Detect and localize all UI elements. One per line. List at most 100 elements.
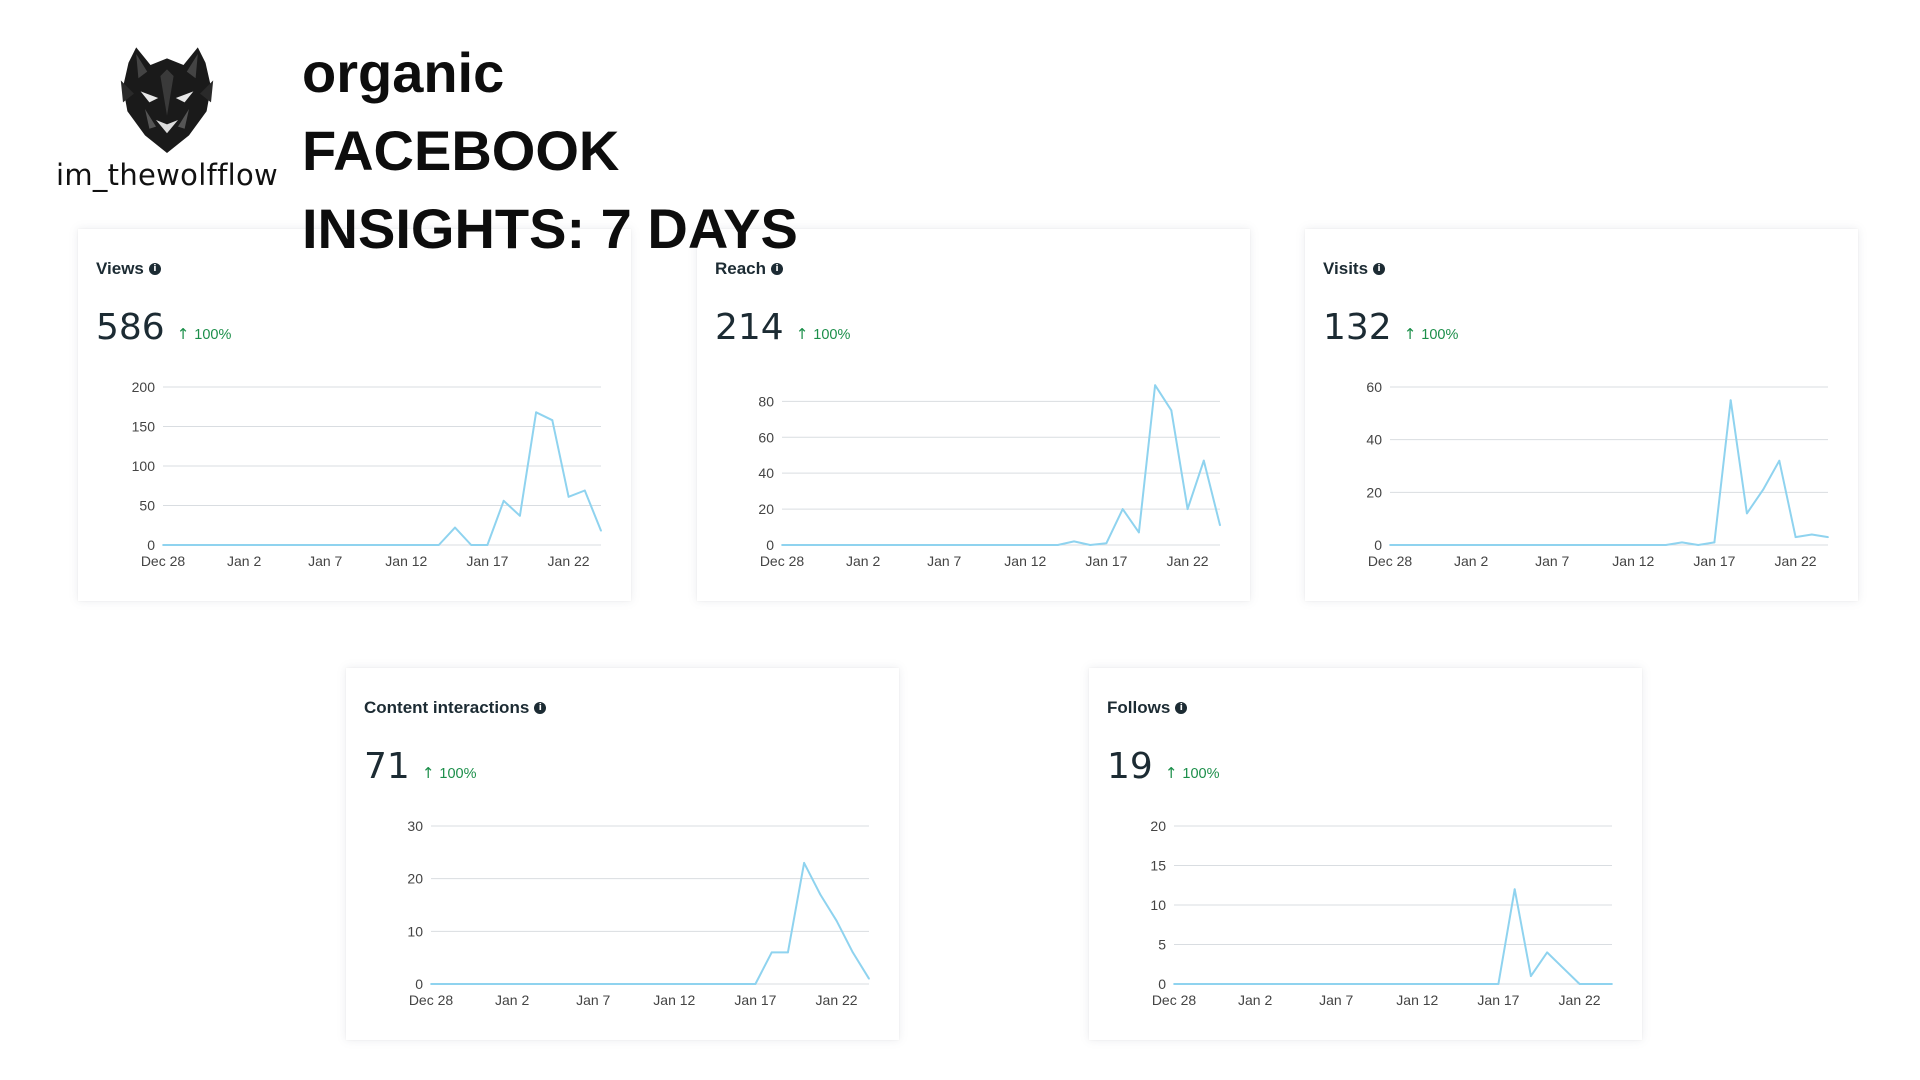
x-tick-label: Dec 28 [760,553,805,569]
wolf-head-logo [120,47,214,153]
data-point [1713,541,1716,544]
x-tick-label: Jan 7 [308,553,342,569]
data-point [1778,459,1781,462]
data-point [600,529,602,532]
views-card: Views i 586 ↑ 100% 0 50 100 150 200 Dec 28 Jan … [78,229,631,601]
data-point [943,544,946,546]
metric: 19 ↑ 100% [1107,746,1219,787]
follows-chart: 0 5 10 15 20 Dec 28 Jan 2 Jan 7 Jan 12 Jan 17 Jan … [1150,818,1613,1008]
metric: 71 ↑ 100% [364,746,476,787]
card-title-text: Reach [715,259,767,278]
data-point [624,983,627,985]
x-tick-label: Jan 7 [1535,553,1569,569]
data-point [372,544,375,546]
data-point [1535,544,1537,546]
x-tick-label: Jan 17 [1477,992,1519,1008]
card-title: Follows i [1107,698,1188,718]
x-tick-label: Dec 28 [1368,553,1413,569]
data-point [1219,524,1221,527]
data-point [567,495,570,498]
y-tick-label: 100 [132,458,156,474]
data-point [1729,399,1732,402]
data-point [494,983,497,985]
data-point [1567,544,1570,546]
data-point [1202,459,1205,462]
brand-handle: im_thewolfflow [55,158,279,192]
data-point [851,951,854,954]
data-point [1437,544,1440,546]
reach-chart: 0 20 40 60 80 Dec 28 Jan 2 Jan 7 Jan 12 Jan 17 Jan… [758,384,1221,569]
headline-line-1: organic [302,41,505,104]
data-point [608,983,611,985]
y-tick-label: 30 [407,818,423,834]
x-tick-label: Jan 17 [1085,553,1127,569]
data-point [1205,983,1208,985]
metric-value: 19 [1107,746,1153,787]
data-point [275,544,278,546]
info-icon[interactable]: i [1373,263,1386,275]
data-point [1367,983,1370,985]
info-icon[interactable]: i [148,263,161,275]
data-point [1551,544,1554,546]
data-point [356,544,359,546]
data-point [1453,544,1456,546]
metric-change: ↑ 100% [422,764,477,782]
x-tick-label: Jan 22 [1167,553,1209,569]
x-tick-label: Jan 7 [576,992,610,1008]
data-point [1486,544,1489,546]
data-point [543,983,546,985]
arrow-up-icon: ↑ [1164,764,1178,782]
x-tick-label: Jan 2 [495,992,529,1008]
change-percent: 100% [194,327,232,343]
data-point [1827,536,1829,538]
data-point [1794,536,1797,538]
data-point [1089,544,1092,546]
data-point [797,544,800,546]
data-point [657,983,660,985]
data-point [1421,544,1424,546]
reach-card: Reach i 214 ↑ 100% 0 20 40 60 80 Dec 28 Jan 2 Ja… [697,229,1250,601]
x-tick-label: Dec 28 [141,553,186,569]
data-point [1529,975,1532,977]
data-point [1562,967,1565,970]
data-point [486,544,489,546]
y-tick-label: 0 [415,976,423,992]
data-point [1502,544,1505,546]
arrow-up-icon: ↑ [421,764,435,782]
data-point [959,544,962,546]
y-tick-label: 60 [1366,379,1382,395]
data-point [178,544,181,546]
data-point [454,526,456,529]
info-icon[interactable]: i [534,702,547,714]
data-point [1681,541,1683,544]
arrow-up-icon: ↑ [795,325,809,343]
info-icon[interactable]: i [1175,702,1188,714]
y-tick-label: 0 [147,537,155,553]
data-point [1611,983,1613,985]
data-point [975,544,978,546]
metric: 214 ↑ 100% [715,307,850,348]
series-line [1174,888,1612,985]
data-point [1481,983,1484,985]
series-line [163,411,602,546]
data-point [259,544,262,546]
data-point [511,983,514,985]
data-point [640,983,643,985]
data-point [878,544,881,546]
data-point [1599,544,1602,546]
y-tick-label: 0 [1158,976,1166,992]
data-point [243,544,246,546]
data-point [535,411,538,414]
data-point [894,544,897,546]
data-point [1389,544,1391,546]
metric-change: ↑ 100% [1165,764,1220,782]
series-line [431,861,870,985]
info-icon[interactable]: i [771,263,784,275]
x-tick-label: Dec 28 [1152,992,1197,1008]
change-percent: 100% [813,327,851,343]
data-point [754,983,757,985]
y-tick-label: 150 [132,419,156,435]
data-point [781,544,783,546]
data-point [1335,983,1338,985]
data-point [389,544,392,546]
